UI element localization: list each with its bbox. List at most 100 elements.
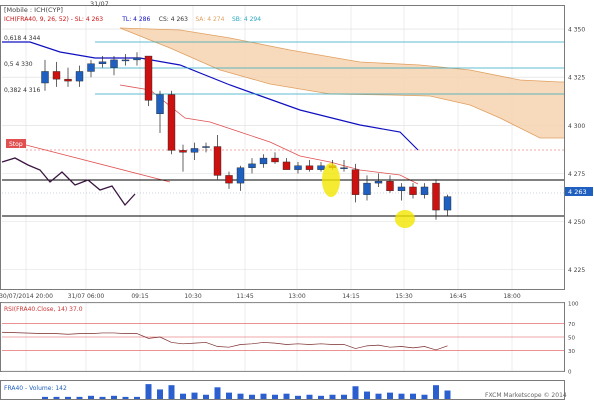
rsi-level-label: 100	[568, 302, 579, 308]
candle-body	[248, 163, 256, 168]
volume-legend: FRA40 - Volume: 142	[4, 385, 67, 392]
ichimoku-cloud	[119, 27, 564, 139]
x-tick-label: 14:15	[342, 293, 359, 300]
volume-bar	[237, 393, 244, 399]
candle-body	[121, 59, 130, 62]
candle-body	[340, 167, 348, 169]
time-axis: 30/07/2014 20:00 31/07 06:00 09:15 10:30 11:…	[0, 293, 521, 300]
rsi-level-label: 70	[568, 322, 575, 328]
kijun-sen-line	[2, 41, 419, 151]
volume-bar	[157, 389, 163, 399]
candle-body	[432, 182, 440, 211]
fib-level-label: 0,5 4 330	[4, 61, 33, 68]
candle-body	[202, 146, 210, 148]
volume-bar	[42, 396, 48, 399]
volume-plot	[42, 384, 451, 399]
volume-bar	[341, 394, 347, 399]
chart-header: [Mobile : ICH(CYP]	[4, 6, 63, 14]
last-price: 4 263	[568, 188, 587, 196]
date-marker: 31/07	[90, 0, 109, 8]
x-tick-label: 10:30	[184, 293, 201, 300]
candle-body	[225, 175, 233, 184]
volume-bar	[134, 396, 140, 399]
x-tick-label: 30/07/2014 20:00	[0, 293, 53, 300]
candle-body	[213, 146, 222, 176]
candle-body	[167, 94, 176, 151]
ichimoku-legend: ICH(FRA40, 9, 26, 52) - SL: 4 263 TL: 4 2…	[4, 16, 261, 23]
trend-line	[25, 144, 171, 183]
chikou-span	[1, 157, 136, 207]
candle-body	[133, 57, 141, 61]
volume-bar	[398, 393, 405, 399]
volume-bar	[214, 387, 221, 399]
price-levels: 0,618 4 344 0,5 4 330 0,382 4 316	[2, 35, 564, 217]
rsi-line	[1, 331, 448, 351]
highlight-ellipse-left	[322, 163, 340, 197]
candle-body	[75, 71, 84, 82]
fib-level-label: 0,382 4 316	[4, 87, 40, 94]
volume-bar	[76, 396, 83, 399]
volume-bar	[352, 386, 359, 399]
candles	[41, 52, 452, 220]
volume-bar	[410, 393, 416, 399]
rsi-plot: 100 70 50 30 0	[1, 302, 579, 376]
x-tick-label: 15:30	[395, 293, 412, 300]
y-tick-label: 4 325	[568, 75, 585, 82]
cloud-lower-edge	[119, 27, 564, 139]
fib-level-label: 0,618 4 344	[4, 35, 40, 42]
volume-bar	[65, 396, 71, 399]
y-tick-label: 4 275	[568, 171, 585, 178]
chikou-span-line	[1, 157, 136, 207]
candle-body	[98, 61, 107, 64]
volume-bar	[111, 395, 117, 399]
senkou-a-line	[119, 27, 564, 83]
cloud-area	[120, 28, 564, 138]
highlight-ellipse-right	[395, 210, 415, 228]
volume-bar	[283, 393, 290, 399]
stop-flag	[6, 139, 26, 148]
volume-bar	[53, 396, 60, 399]
candle-body	[397, 186, 406, 192]
volume-bar	[122, 396, 129, 399]
rsi-legend: RSI(FRA40.Close, 14) 37.0	[4, 306, 83, 313]
volume-bar	[203, 394, 209, 399]
volume-bar	[88, 395, 94, 399]
volume-bar	[260, 393, 267, 399]
ichimoku-legend-item: TL: 4 286	[121, 16, 150, 23]
candle-body	[52, 71, 61, 80]
rsi-level-label: 0	[568, 370, 572, 376]
highlight-marks	[322, 163, 415, 228]
volume-bar	[444, 390, 451, 399]
stop-label: Stop	[9, 141, 23, 148]
volume-bar	[168, 385, 175, 399]
candle-body	[420, 186, 429, 195]
candle-body	[144, 55, 153, 101]
candle-body	[87, 63, 95, 72]
candle-body	[190, 148, 199, 153]
last-price-tag	[565, 187, 593, 196]
price-axis: 4 350 4 325 4 300 4 275 4 250 4 225	[568, 27, 585, 275]
volume-bar	[318, 395, 324, 399]
volume-bar	[191, 392, 198, 399]
x-tick-label: 16:45	[449, 293, 466, 300]
candle-body	[259, 157, 268, 165]
volume-bar	[421, 394, 428, 399]
candle-body	[294, 165, 302, 170]
volume-panel-frame	[0, 380, 565, 400]
candle-body	[305, 165, 314, 170]
candle-body	[156, 94, 164, 115]
ichimoku-legend-item: ICH(FRA40, 9, 26, 52) - SL: 4 263	[4, 16, 103, 23]
candle-body	[282, 161, 291, 170]
y-tick-label: 4 300	[568, 123, 585, 130]
x-tick-label: 11:45	[236, 293, 253, 300]
ichimoku-legend-item: CS: 4 263	[159, 16, 188, 23]
candle-body	[386, 180, 394, 192]
rsi-level-label: 50	[568, 336, 575, 342]
ichimoku-legend-item: SB: 4 294	[232, 16, 261, 23]
volume-bar	[329, 394, 336, 399]
volume-bar	[364, 391, 370, 399]
x-tick-label: 13:00	[288, 293, 305, 300]
x-tick-label: 09:15	[131, 293, 148, 300]
y-tick-label: 4 250	[568, 219, 585, 226]
